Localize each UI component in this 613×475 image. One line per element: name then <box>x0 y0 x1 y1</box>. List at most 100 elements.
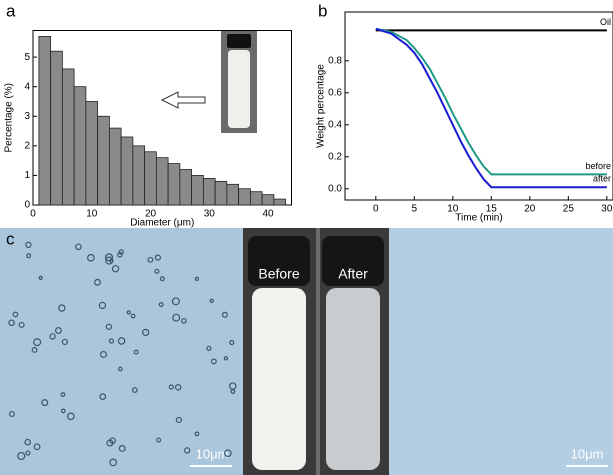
x-axis-label: Time (min) <box>455 213 502 224</box>
y-tick-label: 5 <box>24 52 30 63</box>
droplet <box>33 338 42 347</box>
x-tick-label: 5 <box>412 204 418 215</box>
droplet <box>18 321 25 328</box>
micrograph <box>388 228 613 475</box>
bar <box>38 36 52 206</box>
x-tick-label: 10 <box>447 204 459 215</box>
droplet <box>58 304 66 312</box>
droplet <box>33 443 41 451</box>
droplet <box>25 450 31 456</box>
x-tick-label: 20 <box>524 204 536 215</box>
droplet <box>41 399 49 407</box>
droplet <box>109 458 118 467</box>
droplet <box>156 437 162 443</box>
droplet <box>67 412 75 421</box>
droplet <box>171 297 180 306</box>
droplet <box>99 393 107 401</box>
droplet <box>210 358 217 365</box>
vial-cap <box>248 236 310 286</box>
panel-label: c <box>6 229 15 248</box>
y-tick-label: 0.8 <box>328 55 342 66</box>
vial-cap <box>227 34 251 48</box>
droplet <box>61 338 69 346</box>
bar <box>179 169 193 206</box>
droplet <box>194 276 200 281</box>
bar <box>73 86 87 206</box>
y-tick-label: 1 <box>24 170 30 181</box>
droplet <box>17 451 26 461</box>
scale-bar-label: 10μm <box>571 446 604 461</box>
bar <box>261 194 275 206</box>
droplet <box>133 349 139 355</box>
droplet <box>130 313 136 319</box>
scale-bar-label: 10μm <box>196 446 229 461</box>
droplet <box>126 310 131 315</box>
droplet <box>206 345 212 351</box>
droplet <box>75 243 82 251</box>
x-tick-label: 30 <box>601 204 613 215</box>
droplet <box>49 333 56 340</box>
bar <box>249 191 263 206</box>
droplet <box>209 298 214 303</box>
droplet <box>142 328 150 337</box>
bar <box>50 50 63 206</box>
x-tick-label: 15 <box>486 204 498 215</box>
droplet <box>31 347 38 353</box>
x-tick-label: 10 <box>86 209 98 220</box>
droplet <box>38 275 43 280</box>
droplet <box>172 313 181 322</box>
x-tick-label: 25 <box>563 204 575 215</box>
x-tick-label: 20 <box>145 209 157 220</box>
droplet <box>229 339 235 346</box>
line <box>375 27 607 189</box>
vial-body <box>228 50 250 128</box>
bar <box>273 198 287 206</box>
bar <box>120 136 134 206</box>
droplets <box>8 241 237 467</box>
x-tick-label: 0 <box>30 209 36 220</box>
bar <box>202 177 216 206</box>
x-tick-label: 30 <box>204 209 216 220</box>
droplet <box>221 311 228 318</box>
droplet <box>174 384 182 391</box>
series-label: after <box>593 174 611 184</box>
panel-label: a <box>6 1 16 20</box>
droplet <box>105 256 114 265</box>
y-tick-label: 2 <box>24 140 30 151</box>
bar <box>85 101 99 206</box>
droplet <box>154 268 160 274</box>
x-tick-label: 40 <box>262 209 274 220</box>
y-tick-label: 0.4 <box>328 119 342 130</box>
bar <box>108 127 122 206</box>
droplet <box>223 356 229 361</box>
x-axis-label: Diameter (μm) <box>130 218 194 229</box>
droplet <box>194 431 200 437</box>
bar <box>97 115 110 206</box>
droplet <box>60 408 66 414</box>
photo-label: Before <box>258 266 299 282</box>
line <box>375 27 607 176</box>
droplet <box>230 389 236 394</box>
y-tick-label: 0.6 <box>328 87 342 98</box>
series-label: before <box>585 161 611 171</box>
photo-divider <box>316 228 320 475</box>
x-tick-label: 0 <box>373 204 379 215</box>
droplet <box>12 311 19 318</box>
y-tick-label: 0.0 <box>328 183 342 194</box>
droplet <box>8 319 15 327</box>
y-axis-label: Weight percentage <box>316 64 327 148</box>
droplet <box>111 265 120 273</box>
bar <box>144 151 157 206</box>
bar <box>167 163 181 206</box>
y-tick-label: 4 <box>24 81 30 92</box>
panel-label: b <box>318 1 327 20</box>
droplet <box>25 241 32 249</box>
y-tick-label: 0.2 <box>328 151 342 162</box>
y-tick-label: 3 <box>24 111 30 122</box>
droplet <box>175 416 182 424</box>
plot-frame <box>344 11 613 201</box>
series-label: Oil <box>600 17 611 27</box>
droplet <box>105 323 113 330</box>
bar <box>132 145 146 206</box>
